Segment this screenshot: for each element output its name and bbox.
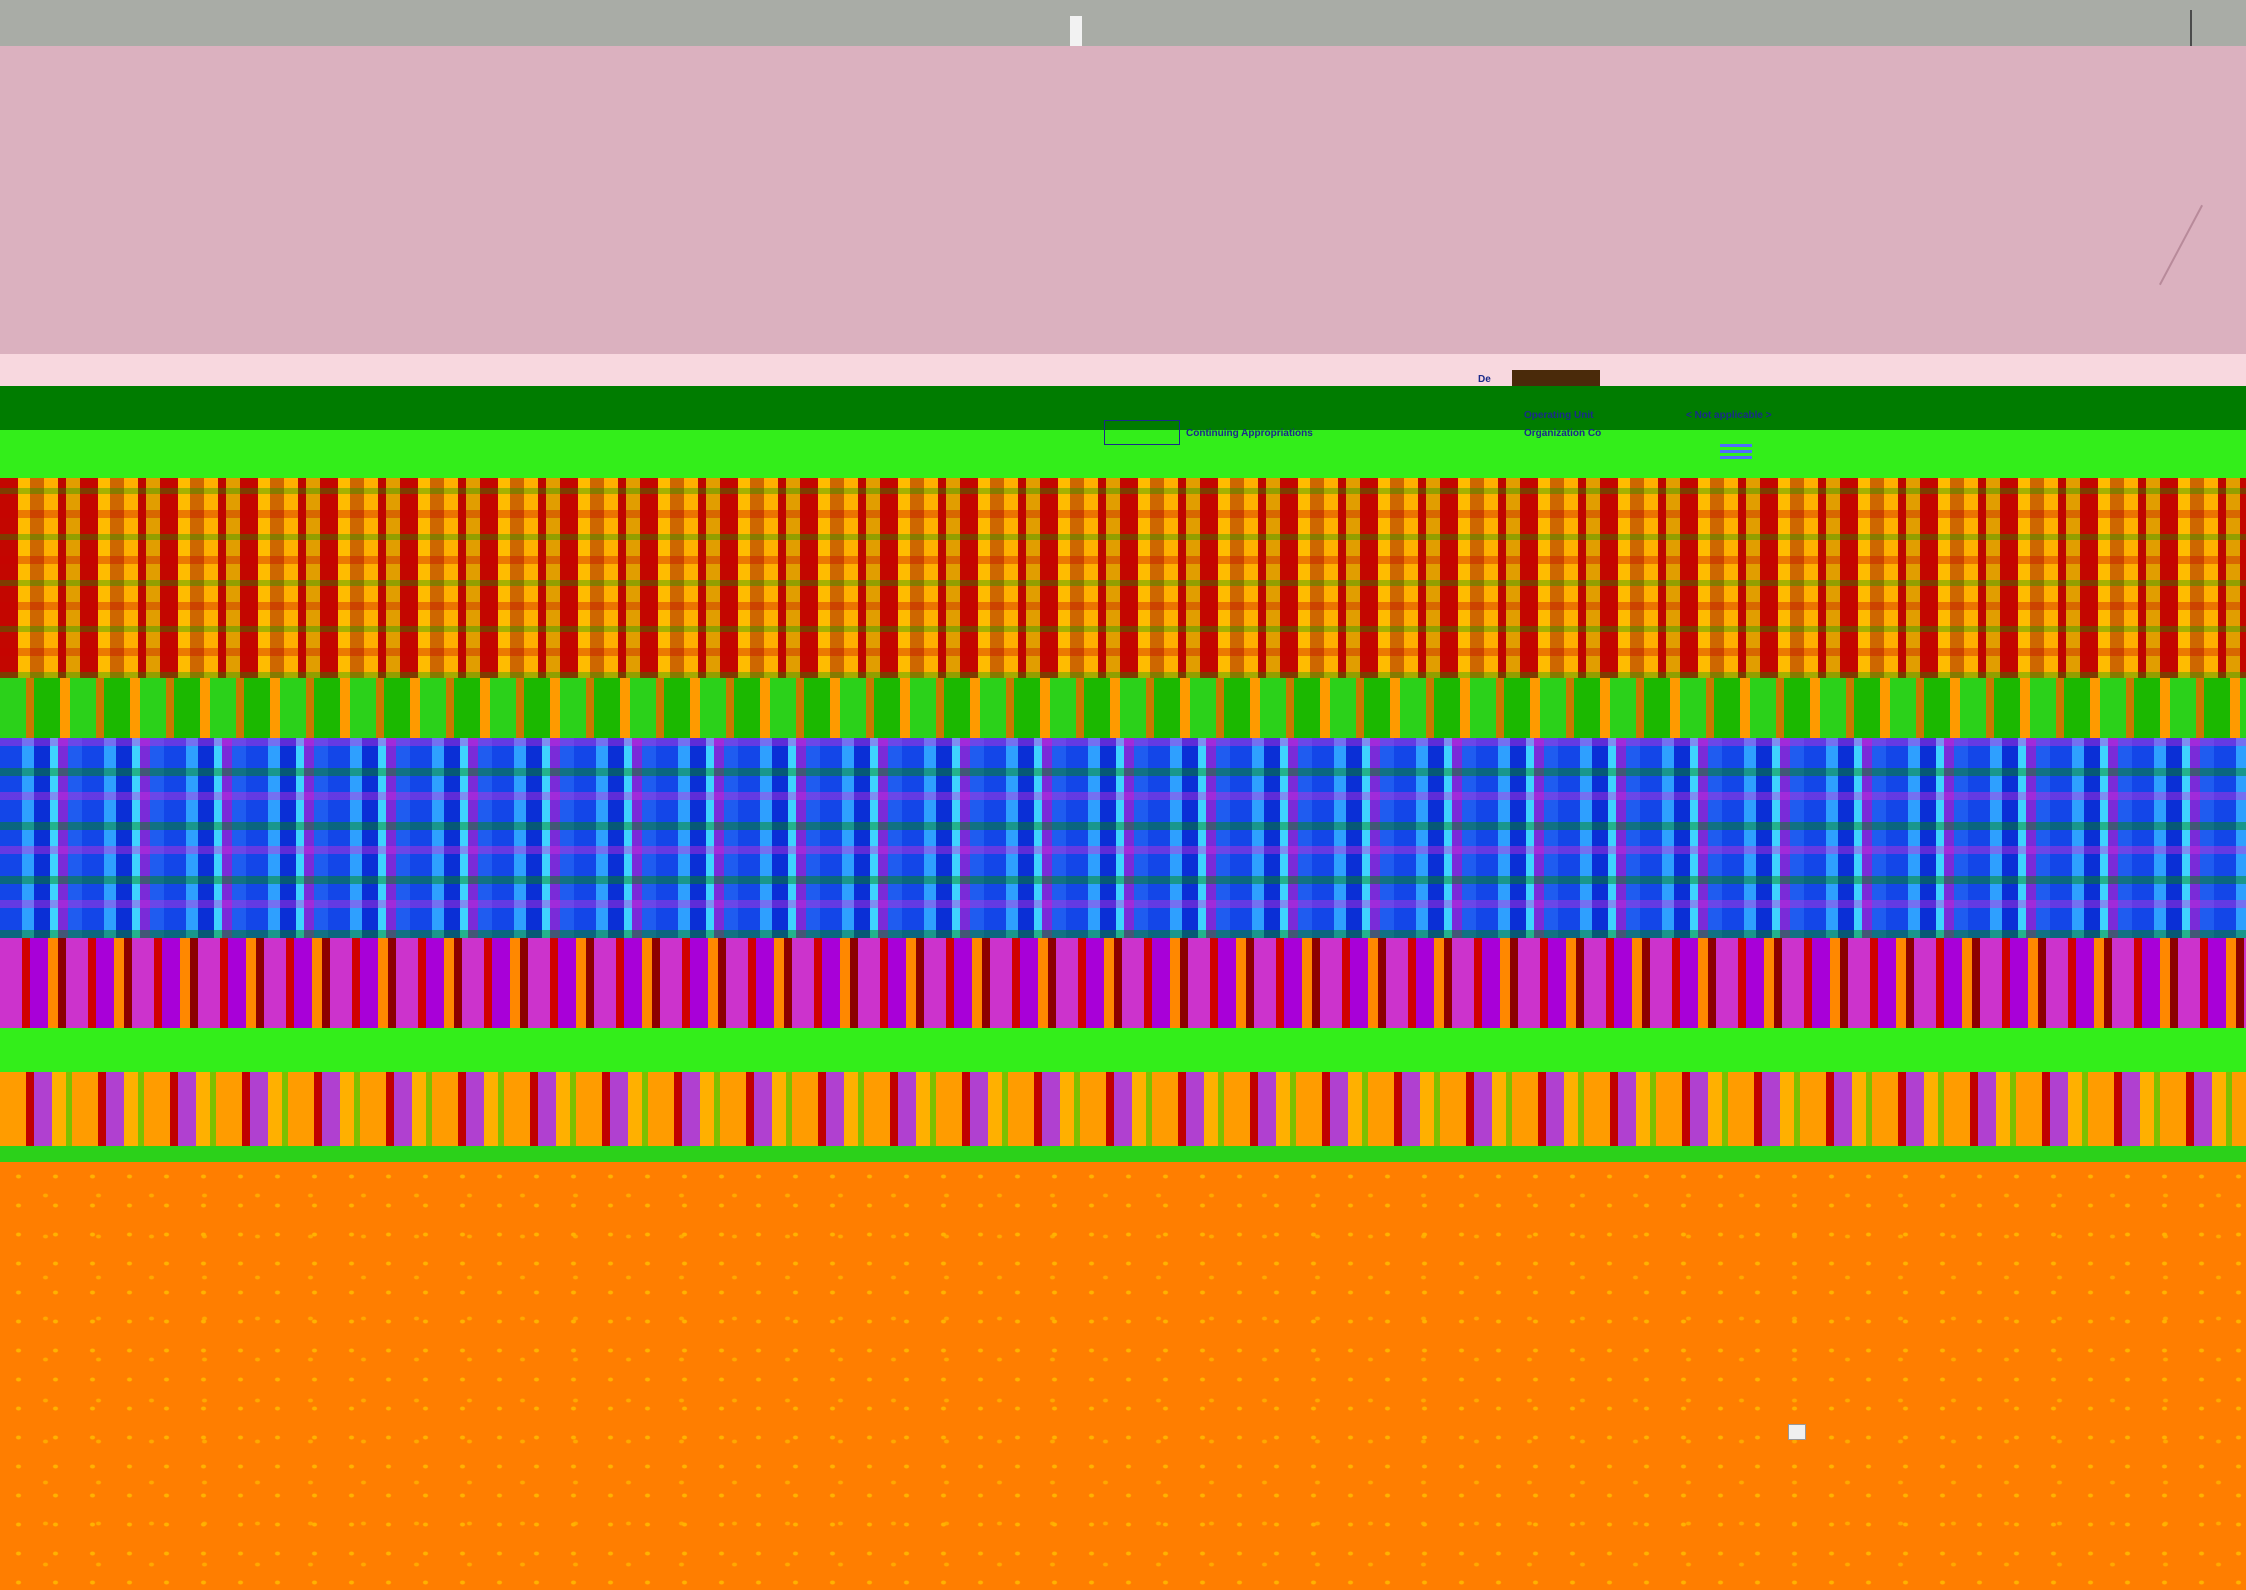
toolbar-top: [0, 386, 2246, 430]
window-title-bar: [0, 0, 2246, 46]
grid-region: [0, 938, 2246, 1028]
section-title: De: [1478, 374, 1491, 385]
content-texture: [0, 1162, 2246, 1590]
scroll-chip-icon[interactable]: [1788, 1424, 1806, 1440]
grid-region: [0, 478, 2246, 678]
grid-region-overlay: [0, 478, 2246, 678]
operating-unit-label: Operating Unit: [1524, 410, 1594, 421]
operating-unit-value[interactable]: < Not applicable >: [1686, 410, 1772, 421]
title-bar-marker: [1070, 16, 1082, 46]
title-bar-separator: [2190, 10, 2192, 46]
toolbar-bottom: [0, 430, 2246, 478]
grid-divider: [0, 1146, 2246, 1162]
grid-divider: [0, 678, 2246, 738]
grid-region-overlay: [0, 738, 2246, 938]
continuing-appropriations-checkbox[interactable]: [1104, 420, 1180, 445]
header-subbanner: [0, 354, 2246, 386]
organization-code-label: Organization Co: [1524, 428, 1602, 439]
grid-region: [0, 738, 2246, 938]
section-title-bar: [1512, 370, 1600, 386]
header-banner: [0, 46, 2246, 354]
continuing-appropriations-label: Continuing Appropriations: [1186, 428, 1313, 439]
list-icon[interactable]: [1720, 444, 1752, 460]
grid-divider: [0, 1028, 2246, 1072]
